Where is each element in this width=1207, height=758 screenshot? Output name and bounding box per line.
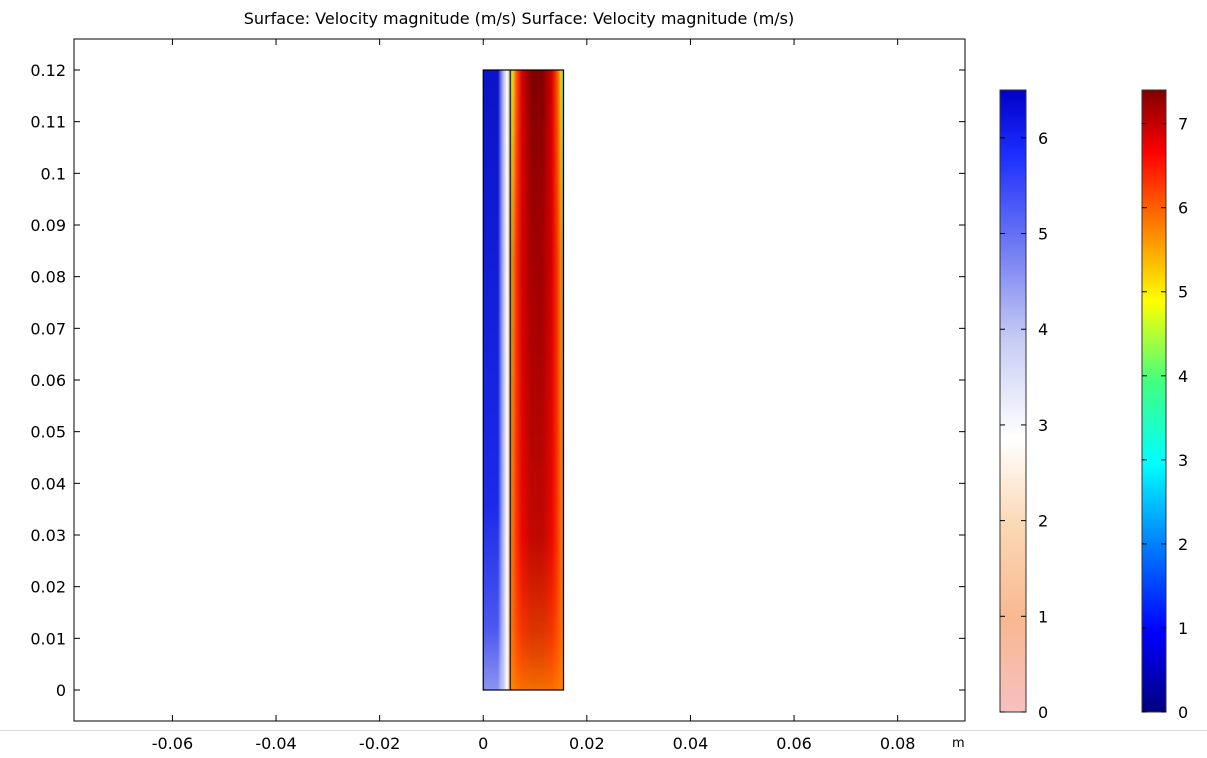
colorbar-tick-label: 2	[1038, 512, 1048, 531]
colorbar-tick-label: 7	[1178, 115, 1188, 134]
y-tick-label: 0.03	[30, 526, 66, 545]
plot-domains	[482, 69, 565, 691]
x-axis: -0.06 -0.04 -0.02 0 0.02 0.04 0.06 0.08	[152, 39, 916, 753]
y-tick-label: 0.06	[30, 371, 66, 390]
colorbar-tick-label: 2	[1178, 535, 1188, 554]
colorbar-gradient	[999, 89, 1027, 713]
colorbar-right: 0 1 2 3 4 5 6 7	[1141, 89, 1188, 722]
x-tick-label: -0.06	[152, 734, 193, 753]
y-tick-label: 0.04	[30, 474, 66, 493]
y-tick-label: 0.12	[30, 61, 66, 80]
x-tick-label: 0.06	[776, 734, 812, 753]
colorbar-tick-label: 6	[1038, 129, 1048, 148]
x-tick-label: -0.04	[255, 734, 296, 753]
y-tick-label: 0.07	[30, 319, 66, 338]
colorbar-tick-label: 3	[1178, 451, 1188, 470]
y-tick-label: 0.09	[30, 216, 66, 235]
colorbar-tick-label: 5	[1178, 283, 1188, 302]
y-tick-label: 0.02	[30, 578, 66, 597]
domain-left-boundary-layer	[483, 70, 511, 690]
domain-right-inlet-shading	[510, 70, 564, 690]
y-tick-label: 0.01	[30, 629, 66, 648]
x-tick-label: 0.04	[673, 734, 709, 753]
colorbar-tick-label: 6	[1178, 199, 1188, 218]
colorbar-tick-label: 0	[1178, 703, 1188, 722]
x-axis-unit-label: m	[952, 736, 965, 751]
x-tick-label: 0	[478, 734, 488, 753]
colorbar-tick-label: 0	[1038, 703, 1048, 722]
x-tick-label: 0.02	[569, 734, 605, 753]
colorbar-tick-label: 4	[1178, 367, 1188, 386]
colorbar-tick-label: 3	[1038, 416, 1048, 435]
y-tick-label: 0.1	[41, 164, 66, 183]
y-axis: 0 0.01 0.02 0.03 0.04 0.05 0.06 0.07 0.08 0.09 0.1…	[30, 61, 965, 700]
y-tick-label: 0.05	[30, 423, 66, 442]
y-tick-label: 0	[56, 681, 66, 700]
colorbar-tick-label: 4	[1038, 320, 1048, 339]
colorbar-gradient	[1141, 89, 1167, 713]
y-tick-label: 0.08	[30, 268, 66, 287]
colorbar-tick-label: 5	[1038, 225, 1048, 244]
colorbar-left: 0 1 2 3 4 5 6	[999, 89, 1048, 722]
bottom-divider	[0, 730, 1207, 731]
y-tick-label: 0.11	[30, 113, 66, 132]
chart-title: Surface: Velocity magnitude (m/s) Surfac…	[244, 9, 795, 28]
x-tick-label: 0.08	[880, 734, 916, 753]
colorbar-tick-label: 1	[1038, 607, 1048, 626]
domain-outline	[482, 69, 565, 691]
colorbar-tick-label: 1	[1178, 619, 1188, 638]
x-tick-label: -0.02	[359, 734, 400, 753]
